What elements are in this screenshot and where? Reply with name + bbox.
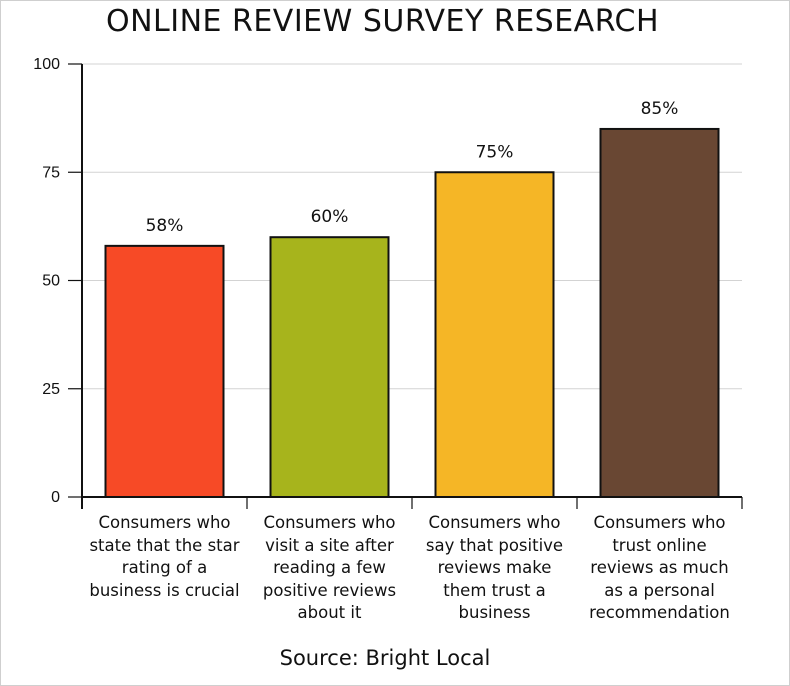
axes <box>81 64 742 509</box>
y-tick-label: 25 <box>42 381 60 398</box>
bar-value-label: 60% <box>311 207 349 227</box>
bar-value-label: 58% <box>146 216 184 236</box>
y-tick-label: 0 <box>51 489 60 506</box>
category-label: Consumers who say that positive reviews … <box>425 513 564 622</box>
y-tick-label: 75 <box>42 164 60 181</box>
category-label: Consumers who state that the star rating… <box>89 513 240 600</box>
bar <box>104 244 225 498</box>
bar <box>599 127 720 498</box>
category-label: Consumers who visit a site after reading… <box>262 513 397 622</box>
y-tick-label: 50 <box>42 273 60 290</box>
y-tick-label: 100 <box>33 56 60 73</box>
source-note: Source: Bright Local <box>279 646 491 670</box>
y-axis-ticks: 0 25 50 75 100 <box>33 56 743 509</box>
bars <box>104 127 720 498</box>
chart-title: ONLINE REVIEW SURVEY RESEARCH <box>105 4 660 39</box>
bar <box>269 236 390 498</box>
bar-value-label: 75% <box>476 142 514 162</box>
value-labels: 58% 60% 75% 85% <box>146 99 679 236</box>
bar <box>434 171 555 498</box>
category-label: Consumers who trust online reviews as mu… <box>589 513 730 622</box>
bar-value-label: 85% <box>641 99 679 119</box>
